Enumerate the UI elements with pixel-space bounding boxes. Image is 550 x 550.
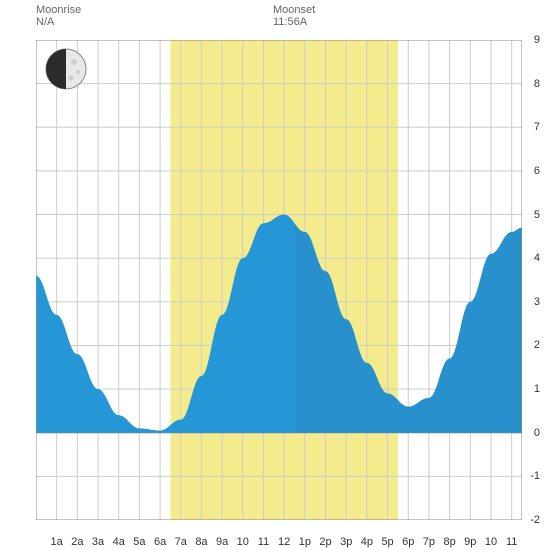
x-tick-label: 7a: [175, 536, 187, 548]
moonset-label: Moonset 11:56A: [273, 4, 315, 28]
x-tick-label: 6a: [154, 536, 166, 548]
y-tick-label: 1: [534, 383, 540, 395]
y-tick-label: 2: [534, 339, 540, 351]
y-tick-label: 4: [534, 252, 540, 264]
x-tick-label: 2p: [319, 536, 331, 548]
moon-phase-icon: [45, 48, 87, 90]
x-tick-label: 3a: [92, 536, 104, 548]
y-tick-label: 7: [534, 121, 540, 133]
moonrise-title: Moonrise: [36, 4, 81, 16]
moonrise-label: Moonrise N/A: [36, 4, 81, 28]
x-tick-label: 5p: [381, 536, 393, 548]
y-tick-label: 3: [534, 296, 540, 308]
moonset-title: Moonset: [273, 4, 315, 16]
x-tick-label: 9p: [464, 536, 476, 548]
x-tick-label: 1a: [51, 536, 63, 548]
x-tick-label: 10: [485, 536, 497, 548]
x-tick-label: 12: [278, 536, 290, 548]
x-tick-label: 9a: [216, 536, 228, 548]
x-tick-label: 11: [258, 536, 269, 548]
plot-area: -2-10123456789 1a2a3a4a5a6a7a8a9a1011121…: [36, 40, 522, 520]
moonrise-value: N/A: [36, 16, 81, 28]
x-tick-label: 8a: [195, 536, 207, 548]
x-tick-label: 1p: [299, 536, 311, 548]
chart-svg: [36, 40, 522, 520]
x-tick-label: 3p: [340, 536, 352, 548]
y-tick-label: -2: [530, 514, 540, 526]
x-tick-label: 11: [506, 536, 517, 548]
x-tick-label: 5a: [133, 536, 145, 548]
x-tick-label: 2a: [71, 536, 83, 548]
moonset-value: 11:56A: [273, 16, 315, 28]
x-tick-label: 7p: [423, 536, 435, 548]
y-tick-label: 9: [534, 34, 540, 46]
x-tick-label: 4a: [113, 536, 125, 548]
y-tick-label: 8: [534, 78, 540, 90]
y-tick-label: -1: [530, 470, 540, 482]
tide-chart: Moonrise N/A Moonset 11:56A -2-101234567…: [0, 0, 550, 550]
y-tick-label: 6: [534, 165, 540, 177]
y-tick-label: 5: [534, 209, 540, 221]
x-tick-label: 4p: [361, 536, 373, 548]
x-tick-label: 6p: [402, 536, 414, 548]
x-tick-label: 10: [237, 536, 249, 548]
y-tick-label: 0: [534, 427, 540, 439]
x-tick-label: 8p: [443, 536, 455, 548]
